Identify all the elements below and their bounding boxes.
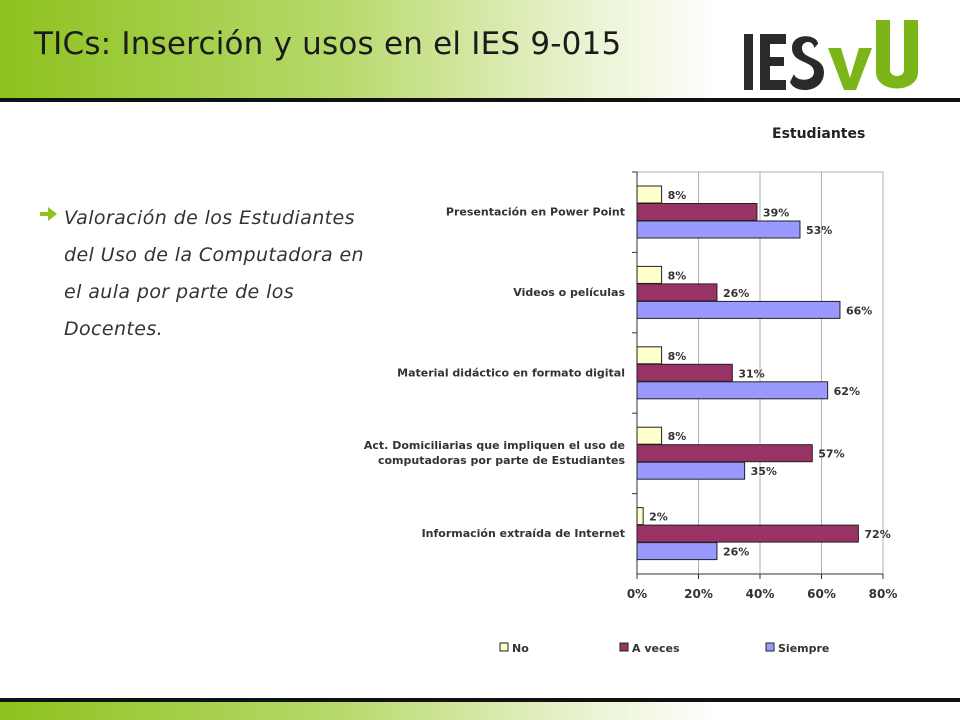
bar	[636, 220, 801, 239]
footer-divider	[0, 698, 960, 702]
bar	[636, 426, 663, 445]
legend-swatch	[499, 642, 509, 652]
arrow-right-icon	[40, 206, 58, 226]
x-tick-label: 40%	[746, 587, 775, 601]
data-label: 31%	[738, 367, 764, 380]
bar	[636, 185, 663, 204]
data-label: 2%	[649, 511, 668, 524]
bar	[636, 300, 841, 319]
category-label: Material didáctico en formato digital	[397, 366, 625, 379]
legend-swatch	[765, 642, 775, 652]
x-tick-label: 80%	[869, 587, 898, 601]
data-label: 57%	[818, 448, 844, 461]
bar	[636, 265, 663, 284]
category-label: Presentación en Power Point	[446, 206, 625, 219]
bar	[636, 283, 718, 302]
data-label: 39%	[763, 207, 789, 220]
bar-chart: 0% 20% 40% 60% 80% 8% 39% 53% Presentación en Po…	[330, 160, 930, 680]
bullet-point: Valoración de los Estudiantes del Uso de…	[40, 200, 385, 348]
bar	[636, 363, 733, 382]
x-tick-label: 20%	[684, 587, 713, 601]
footer-bar	[0, 702, 960, 720]
data-label: 26%	[723, 546, 749, 559]
legend-label: A veces	[632, 642, 680, 655]
bar	[636, 461, 746, 480]
bullet-text: Valoración de los Estudiantes del Uso de…	[64, 207, 364, 340]
chart-heading: Estudiantes	[772, 126, 866, 142]
legend-label: No	[512, 642, 529, 655]
bar	[636, 444, 813, 463]
page-title: TICs: Inserción y usos en el IES 9-015	[34, 26, 622, 62]
x-tick-label: 0%	[627, 587, 647, 601]
bar	[636, 542, 718, 561]
data-label: 8%	[668, 350, 687, 363]
logo-graphic	[744, 20, 918, 91]
category-label: Videos o películas	[513, 286, 625, 299]
category-label: Información extraída de Internet	[422, 527, 625, 540]
data-label: 62%	[834, 385, 860, 398]
data-label: 26%	[723, 287, 749, 300]
chart-svg: 0% 20% 40% 60% 80% 8% 39% 53% Presentación en Po…	[364, 171, 898, 655]
data-label: 72%	[864, 528, 890, 541]
bar	[636, 203, 758, 221]
data-label: 8%	[668, 430, 687, 443]
data-label: 8%	[668, 269, 687, 282]
legend-swatch	[619, 642, 629, 652]
data-label: 35%	[751, 465, 777, 478]
category-label: computadoras por parte de Estudiantes	[378, 454, 625, 467]
x-tick-label: 60%	[807, 587, 836, 601]
data-label: 8%	[668, 189, 687, 202]
data-label: 66%	[846, 304, 872, 317]
category-label: Act. Domiciliarias que impliquen el uso …	[364, 439, 625, 452]
bar	[636, 346, 663, 365]
bar	[636, 381, 829, 400]
legend-label: Siempre	[778, 642, 829, 655]
bar	[636, 524, 859, 543]
ies-logo	[740, 18, 920, 94]
data-label: 53%	[806, 224, 832, 237]
bar	[636, 507, 644, 526]
header-divider	[0, 98, 960, 102]
